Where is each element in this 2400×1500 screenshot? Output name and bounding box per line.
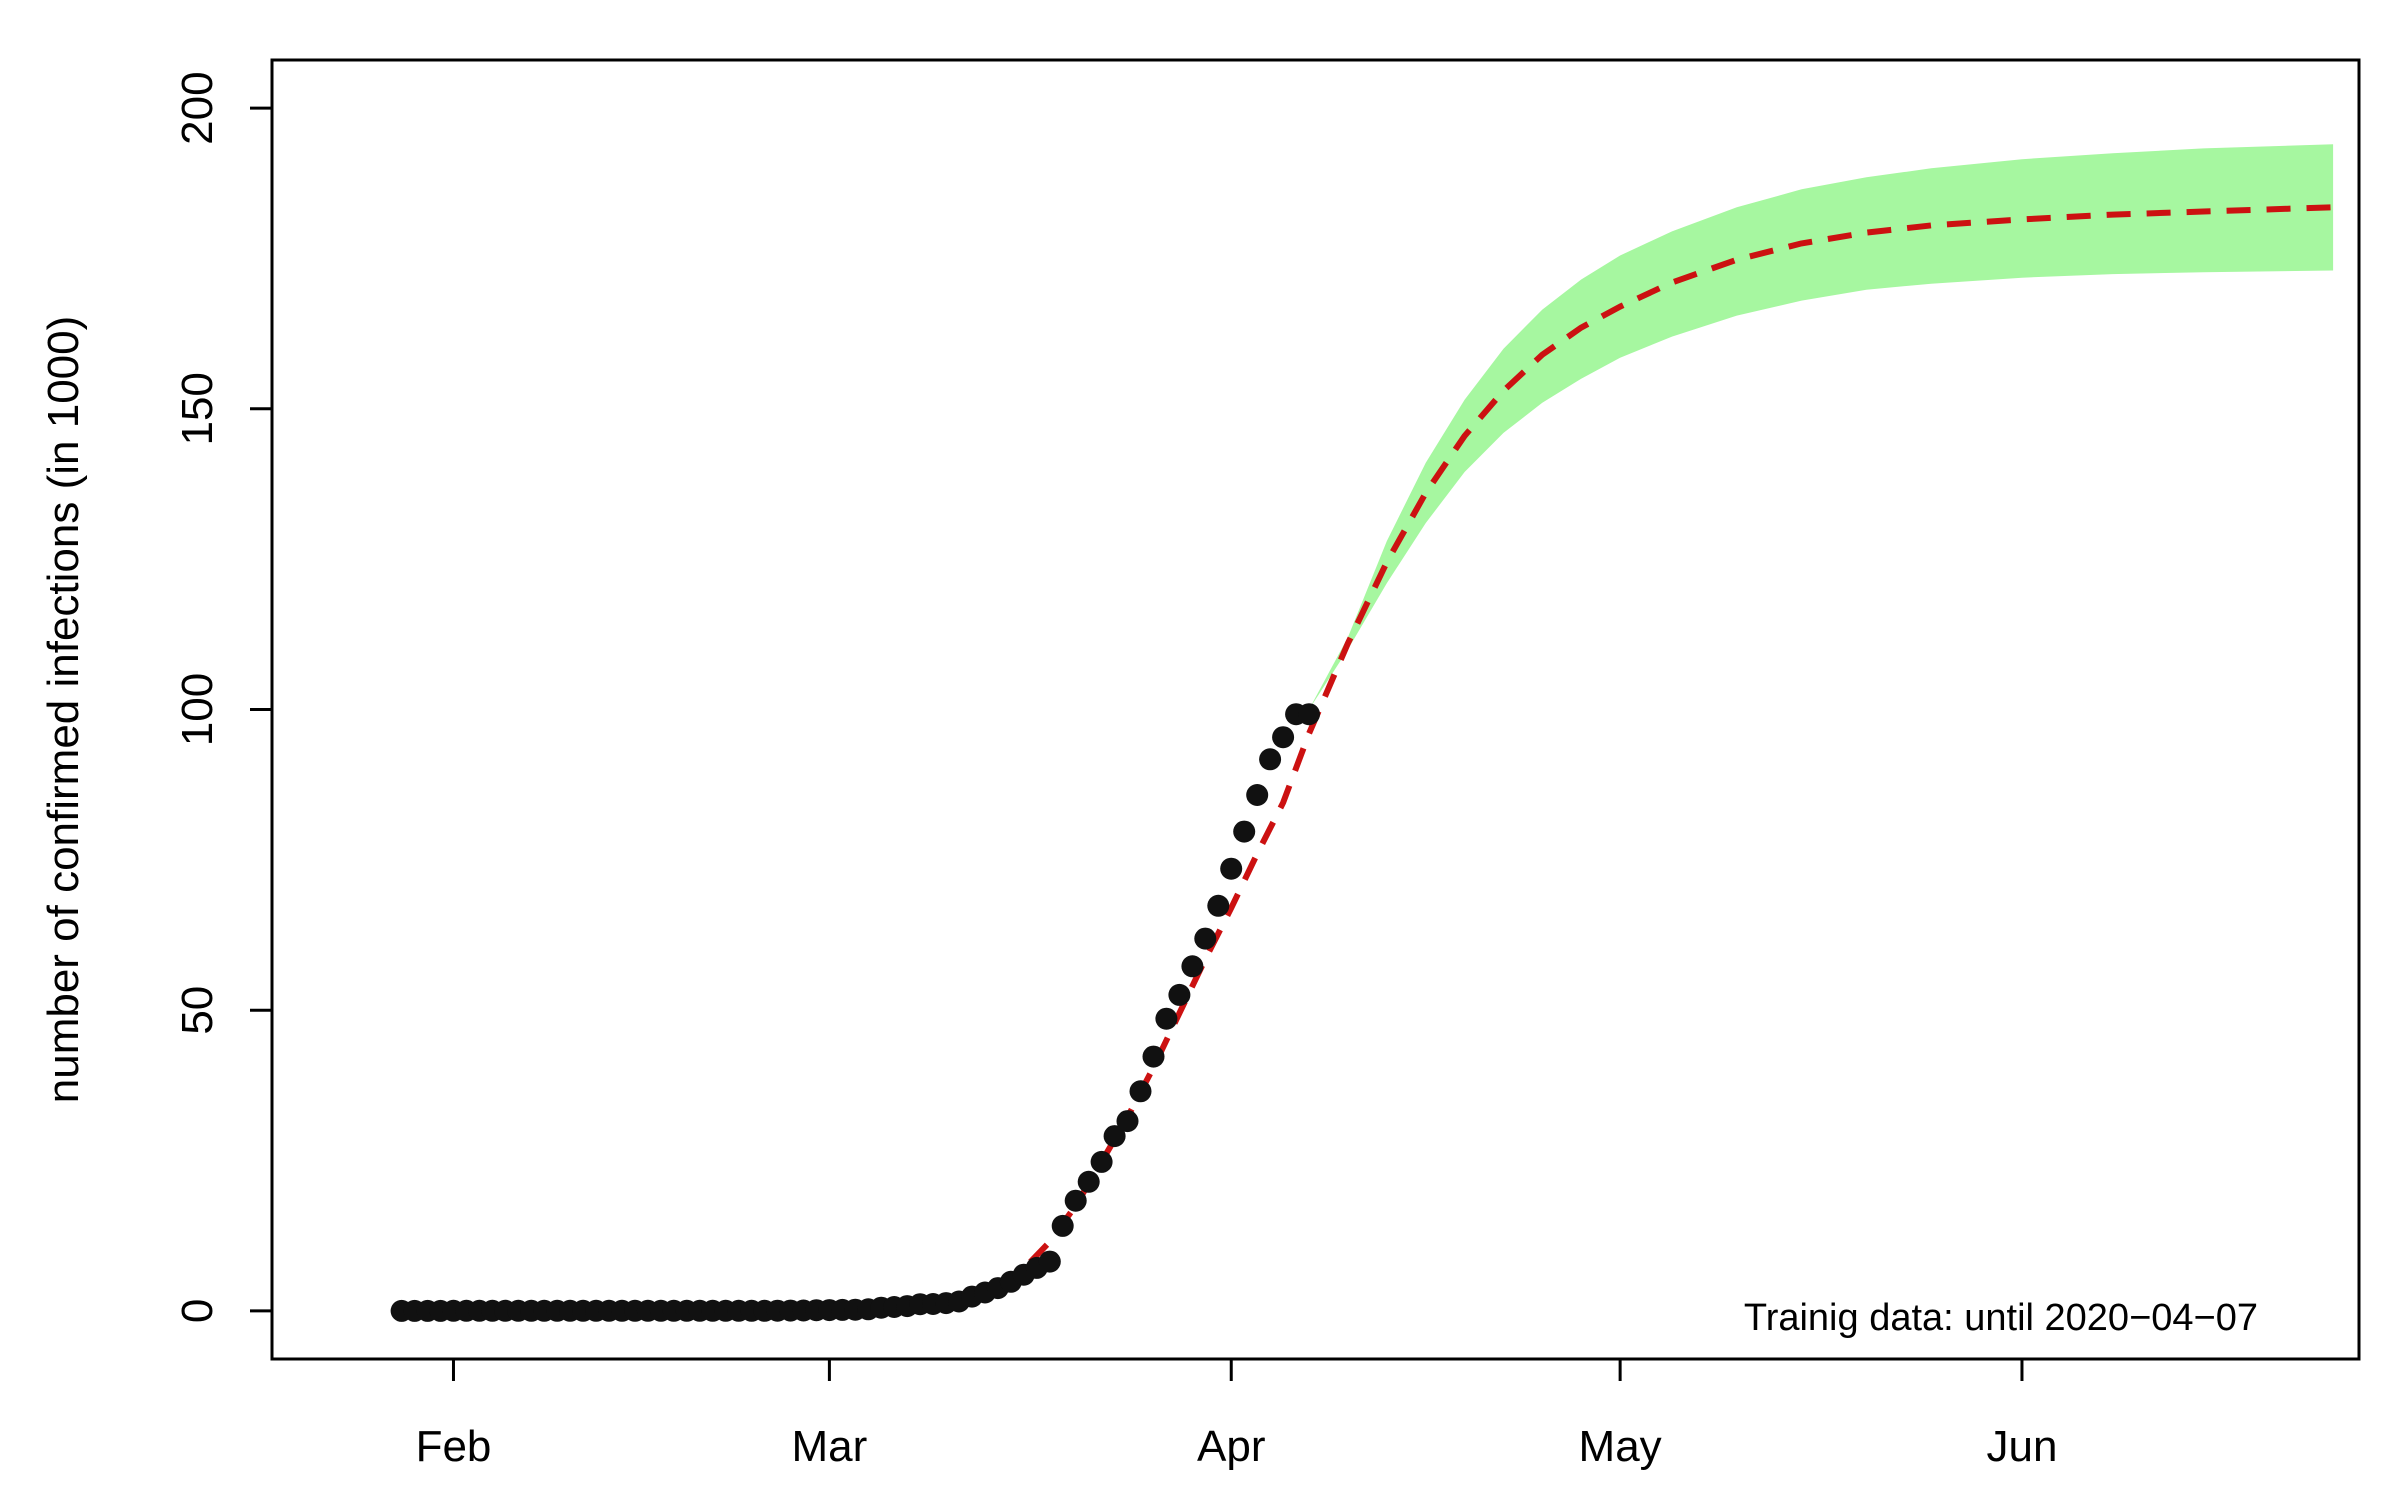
y-tick-label: 100 [173,673,222,746]
data-point [1259,748,1282,771]
y-tick-label: 0 [173,1299,222,1323]
data-points-layer [390,703,1320,1322]
data-point [1103,1125,1126,1148]
data-point [1181,955,1204,978]
training-data-annotation: Trainig data: until 2020−04−07 [1744,1297,2258,1339]
x-axis: Feb Mar Apr May Jun [416,1359,2057,1471]
data-point [1233,820,1256,843]
data-point [1246,784,1269,806]
confidence-band-layer [1309,144,2334,710]
y-tick-label: 150 [173,372,222,445]
y-tick-label: 200 [173,71,222,144]
x-tick-label: May [1579,1422,1662,1471]
data-point [1077,1170,1100,1193]
x-tick-label: Jun [1986,1422,2057,1471]
data-point [1168,983,1191,1006]
x-tick-label: Apr [1197,1422,1265,1471]
data-point [1116,1110,1139,1133]
y-axis: 0 50 100 150 200 [173,71,272,1323]
fit-line [401,204,2334,1314]
data-point [1038,1250,1061,1273]
data-point [1298,703,1320,726]
data-point [1129,1080,1152,1103]
data-point [1272,726,1295,749]
data-point [1194,927,1217,950]
data-point [1051,1214,1074,1237]
fit-line-layer [401,204,2334,1314]
x-tick-label: Mar [792,1422,868,1471]
data-point [1220,857,1243,880]
y-axis-title: number of confirmed infections (in 1000) [39,316,88,1104]
data-point [1090,1150,1113,1173]
x-tick-label: Feb [416,1422,492,1471]
data-point [1155,1007,1178,1030]
data-point [1064,1189,1087,1212]
data-point [1142,1045,1165,1068]
confidence-band [1309,144,2334,710]
data-point [1207,894,1230,917]
y-tick-label: 50 [173,986,222,1035]
